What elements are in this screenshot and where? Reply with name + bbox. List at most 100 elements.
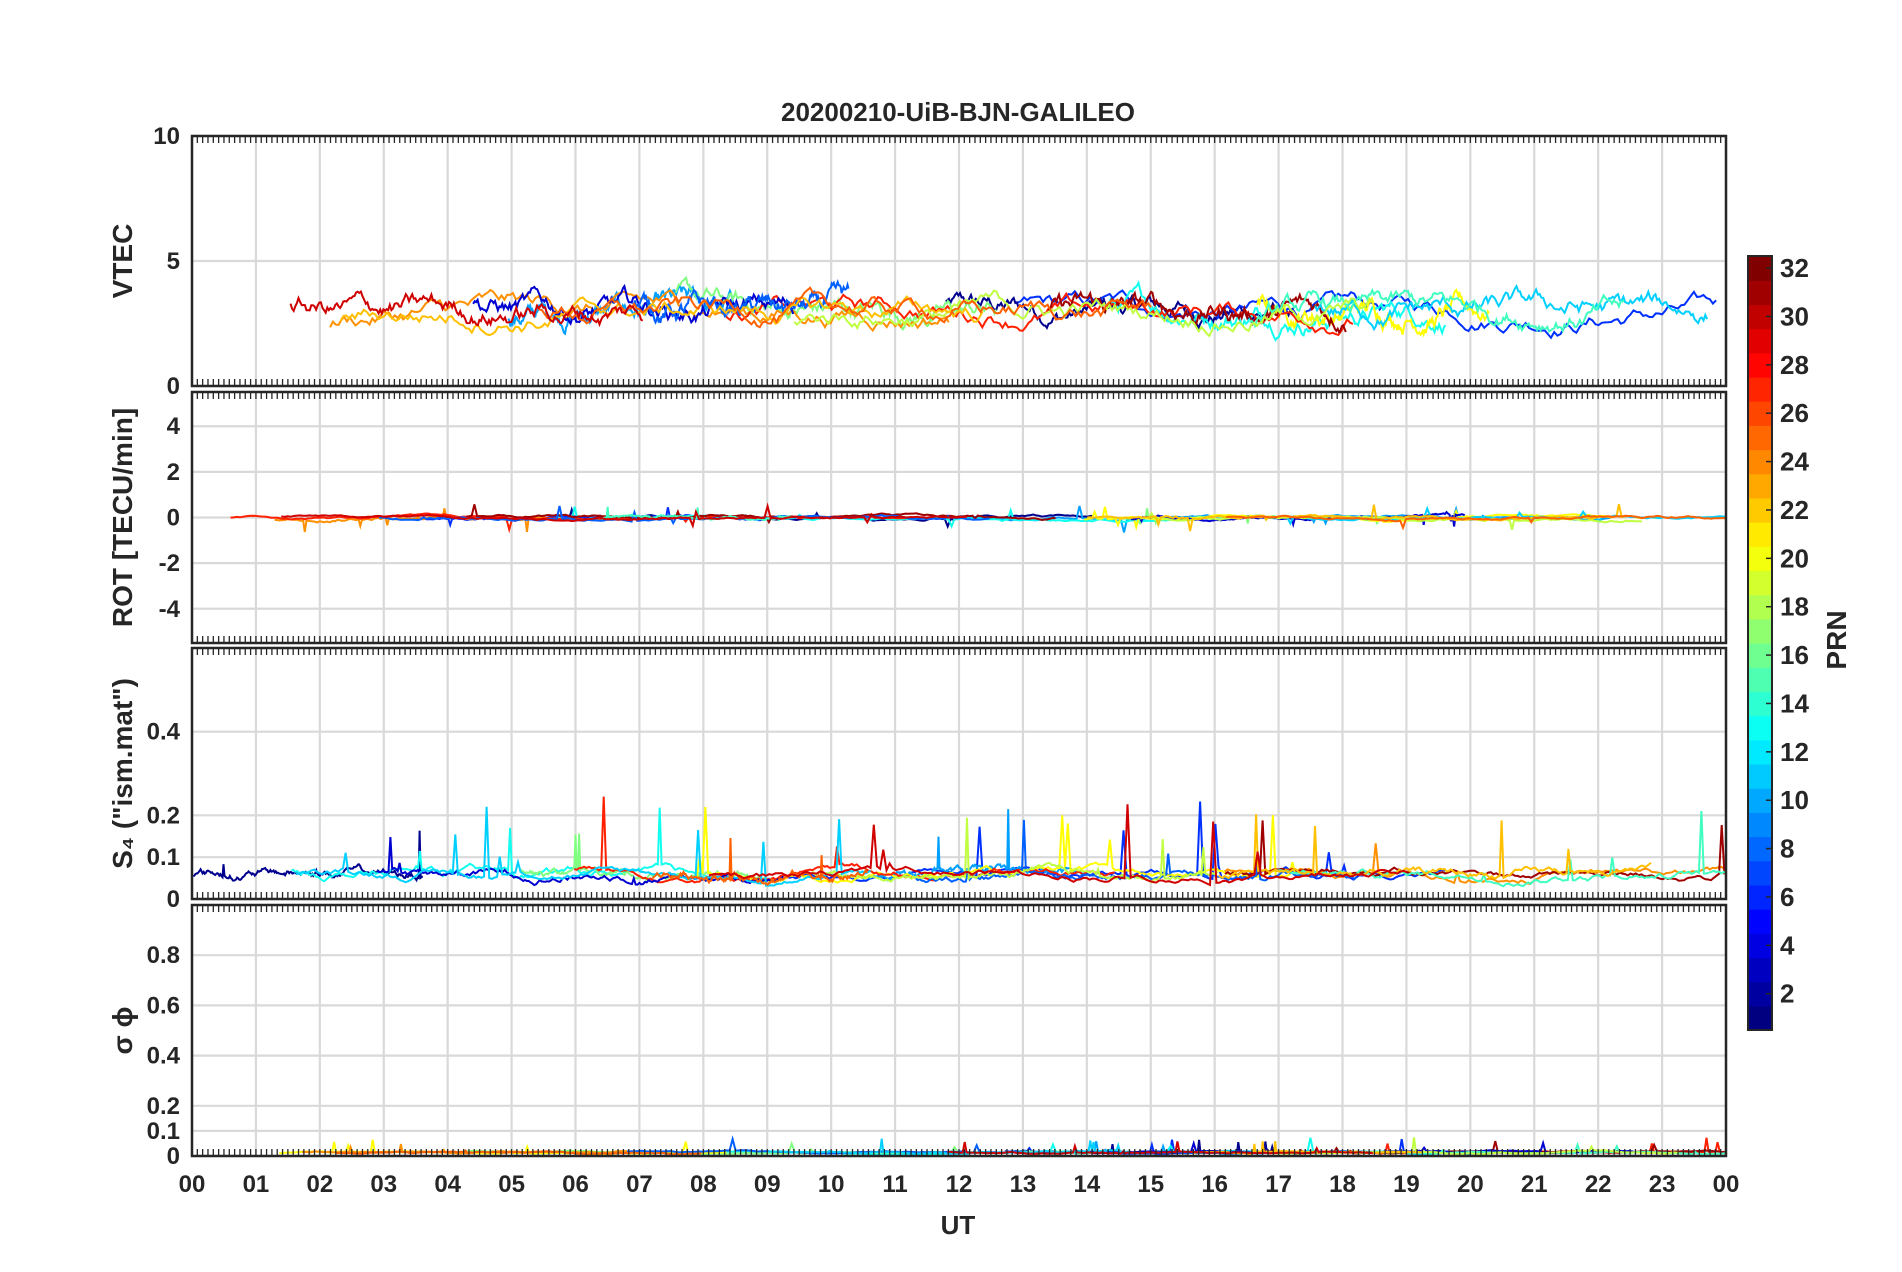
x-tick-label: 17: [1265, 1171, 1292, 1198]
colorbar-segment: [1748, 957, 1772, 983]
panel-2: -4 -2 0 2 4 ROT [TECU/min]: [107, 390, 1728, 645]
colorbar-segment: [1748, 570, 1772, 596]
colorbar-segment: [1748, 425, 1772, 451]
series-line: [1101, 280, 1447, 342]
colorbar-tick-label: 32: [1780, 253, 1809, 283]
x-tick-label: 01: [243, 1171, 270, 1198]
colorbar-tick-label: 28: [1780, 350, 1809, 380]
series-line: [793, 289, 1373, 338]
y-tick-label: 2: [167, 459, 180, 486]
y-tick-label: 0.2: [147, 802, 180, 829]
colorbar-segment: [1748, 328, 1772, 354]
series-line: [861, 809, 1085, 883]
colorbar-segment: [1748, 376, 1772, 402]
series-line: [1249, 287, 1625, 334]
colorbar-segment: [1748, 522, 1772, 547]
x-tick-label: 07: [626, 1171, 653, 1198]
colorbar-segment: [1748, 473, 1772, 499]
series-line: [708, 804, 1408, 887]
colorbar-segment: [1748, 909, 1772, 934]
x-tick-label: 02: [306, 1171, 333, 1198]
x-tick-label: 15: [1137, 1171, 1164, 1198]
panel-4: 00.10.2 0.4 0.6 0.8 σ ϕ: [107, 903, 1728, 1170]
y-axis-label: ROT [TECU/min]: [107, 408, 138, 627]
colorbar-tick-label: 26: [1780, 398, 1809, 428]
panel-1: 0 5 10 VTEC: [107, 123, 1728, 400]
colorbar-label: PRN: [1821, 610, 1852, 669]
y-tick-label: 0.4: [147, 1043, 181, 1070]
colorbar-tick-label: 14: [1780, 688, 1809, 718]
colorbar-tick-label: 30: [1780, 301, 1809, 331]
series-group: [192, 796, 1726, 888]
series-line: [295, 806, 871, 887]
colorbar-segment: [1748, 667, 1772, 692]
colorbar-tick-label: 24: [1780, 447, 1809, 477]
x-tick-label: 21: [1521, 1171, 1548, 1198]
y-tick-label: 0: [167, 1143, 180, 1170]
colorbar-frame: [1747, 255, 1773, 1031]
x-tick-label: 12: [946, 1171, 973, 1198]
x-tick-label: 16: [1201, 1171, 1228, 1198]
y-tick-label: 0.1: [147, 1118, 180, 1145]
x-tick-labels: 00 01 02 03 04 05 06 07 08 09 10 11 12 13 14 15 16 17 18 19…: [179, 1171, 1740, 1198]
panel-3: 0 0.1 0.2 0.4 S₄ ("ism.mat"): [107, 646, 1728, 913]
series-line: [335, 1149, 702, 1156]
series-line: [1314, 283, 1709, 332]
colorbar-segment: [1748, 812, 1772, 838]
series-line: [651, 837, 868, 887]
x-tick-label: 06: [562, 1171, 589, 1198]
y-tick-label: 5: [167, 248, 180, 275]
x-tick-label: 00: [1713, 1171, 1740, 1198]
series-line: [376, 836, 784, 887]
series-line: [339, 295, 984, 337]
colorbar-tick-label: 8: [1780, 834, 1794, 864]
y-tick-label: 0: [167, 505, 180, 532]
x-tick-label: 09: [754, 1171, 781, 1198]
colorbar-tick-label: 6: [1780, 882, 1794, 912]
x-tick-label: 23: [1649, 1171, 1676, 1198]
series-line: [535, 286, 1152, 329]
y-tick-label: 0: [167, 373, 180, 400]
y-tick-label: 0.8: [147, 942, 180, 969]
x-tick-label: 19: [1393, 1171, 1420, 1198]
colorbar-tick-label: 20: [1780, 543, 1809, 573]
series-group: [289, 275, 1717, 342]
y-axis-label: VTEC: [107, 224, 138, 299]
y-tick-label: 0.1: [147, 844, 180, 871]
y-tick-label: 0.6: [147, 992, 180, 1019]
colorbar-tick-label: 4: [1780, 930, 1795, 960]
y-tick-label: 10: [153, 123, 180, 150]
colorbar-segment: [1748, 280, 1772, 305]
colorbar-segment: [1748, 715, 1772, 741]
y-tick-label: -2: [159, 550, 180, 577]
colorbar-segment: [1748, 618, 1772, 644]
x-tick-label: 04: [434, 1171, 461, 1198]
y-tick-label: 4: [167, 413, 181, 440]
x-tick-label: 13: [1010, 1171, 1037, 1198]
y-tick-label: 0.4: [147, 719, 181, 746]
x-tick-label: 05: [498, 1171, 525, 1198]
x-tick-label: 11: [882, 1171, 907, 1198]
y-axis-label: σ ϕ: [107, 1007, 138, 1055]
series-group: [230, 502, 1726, 534]
chart-title: 20200210-UiB-BJN-GALILEO: [781, 97, 1135, 127]
series-line: [281, 502, 968, 529]
y-tick-label: 0: [167, 886, 180, 913]
y-tick-label: 0.2: [147, 1093, 180, 1120]
series-line: [1218, 814, 1652, 880]
colorbar-tick-label: 10: [1780, 785, 1809, 815]
colorbar-tick-label: 16: [1780, 640, 1809, 670]
colorbar-segment: [1748, 763, 1772, 789]
colorbar-tick-label: 22: [1780, 495, 1809, 525]
x-axis-label: UT: [941, 1210, 976, 1240]
x-tick-label: 00: [179, 1171, 206, 1198]
series-line: [715, 291, 1354, 337]
x-tick-label: 20: [1457, 1171, 1484, 1198]
colorbar-segment: [1748, 860, 1772, 886]
series-line: [1084, 506, 1657, 531]
x-tick-label: 22: [1585, 1171, 1612, 1198]
series-line: [1224, 820, 1726, 882]
